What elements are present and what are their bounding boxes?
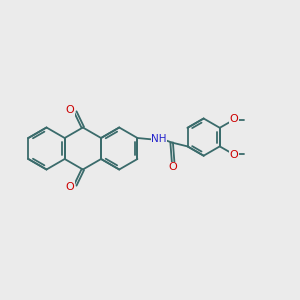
Text: O: O [66, 182, 74, 192]
Text: O: O [168, 162, 177, 172]
Text: O: O [230, 150, 238, 160]
Text: NH: NH [151, 134, 167, 144]
Text: O: O [230, 114, 238, 124]
Text: O: O [66, 105, 74, 116]
